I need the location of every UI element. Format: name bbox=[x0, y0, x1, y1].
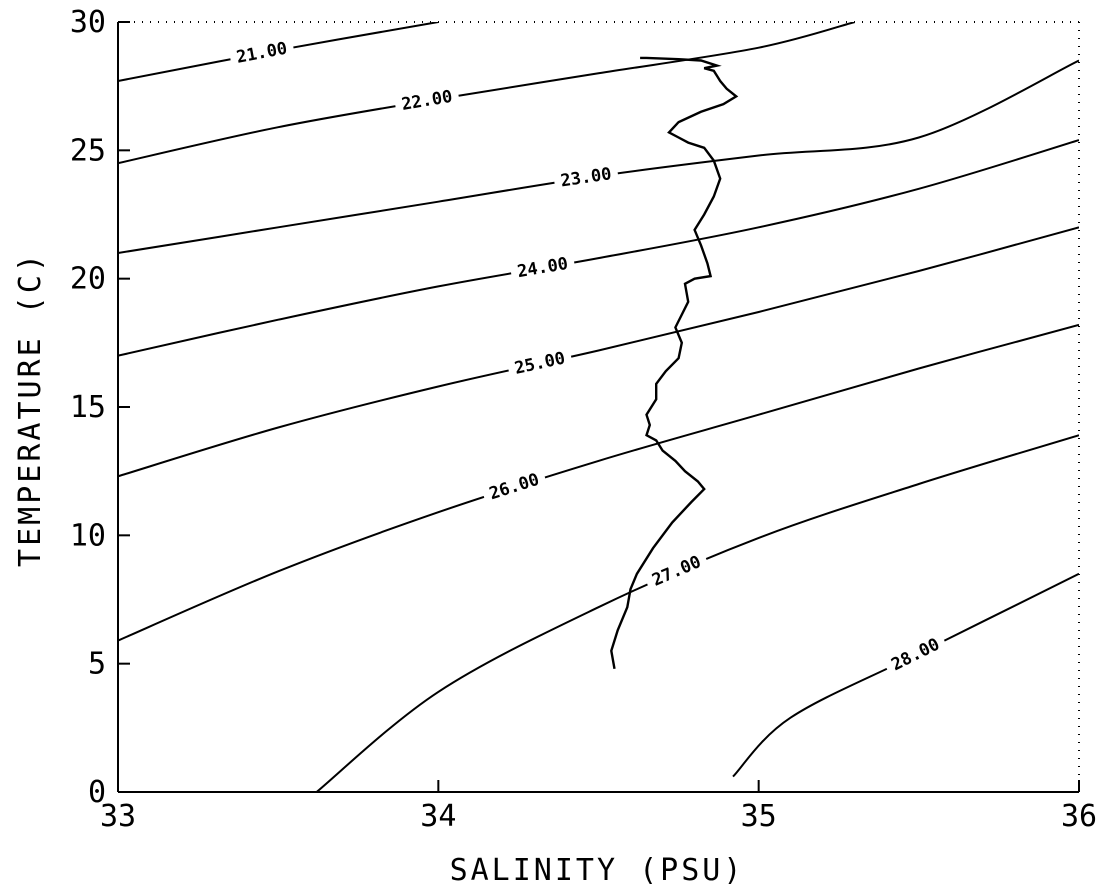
isopycnal-label-24-00: 24.00 bbox=[516, 254, 570, 282]
x-tick-label-33: 33 bbox=[100, 799, 136, 834]
isopycnal-label-bg-26-00 bbox=[480, 465, 548, 507]
isopycnal-label-23-00: 23.00 bbox=[559, 164, 613, 191]
isopycnal-label-28-00: 28.00 bbox=[888, 635, 943, 676]
ticks: 33 34 35 36 0 5 10 15 20 25 30 bbox=[70, 5, 1097, 834]
x-tick-label-36: 36 bbox=[1061, 799, 1097, 834]
isopycnal-label-bg-25-00 bbox=[506, 345, 574, 381]
isopycnal-label-bg-28-00 bbox=[881, 629, 949, 679]
y-tick-label-20: 20 bbox=[70, 262, 106, 297]
isopycnal-label-21-00: 21.00 bbox=[235, 39, 289, 68]
y-tick-label-10: 10 bbox=[70, 518, 106, 553]
isopycnal-label-25-00: 25.00 bbox=[513, 348, 567, 379]
ts-profile bbox=[610, 56, 739, 670]
ts-profile-line-0 bbox=[610, 56, 739, 670]
x-tick-label-35: 35 bbox=[741, 799, 777, 834]
isopycnal-label-bg-23-00 bbox=[552, 161, 620, 193]
isopycnal-label-bg-22-00 bbox=[393, 83, 461, 117]
isopycnal-24-00 bbox=[118, 139, 1079, 357]
y-tick-label-5: 5 bbox=[88, 647, 106, 682]
isopycnal-27-00 bbox=[315, 434, 1079, 792]
isopycnal-label-27-00: 27.00 bbox=[649, 552, 704, 591]
isopycnal-label-22-00: 22.00 bbox=[400, 87, 454, 115]
isopycnal-26-00 bbox=[118, 323, 1079, 642]
isopycnal-label-bg-24-00 bbox=[509, 250, 576, 284]
y-tick-label-0: 0 bbox=[88, 775, 106, 810]
y-tick-label-30: 30 bbox=[70, 5, 106, 40]
isopycnal-22-00 bbox=[118, 22, 856, 165]
isopycnal-label-bg-21-00 bbox=[228, 35, 296, 69]
y-tick-label-25: 25 bbox=[70, 133, 106, 168]
y-tick-label-15: 15 bbox=[70, 390, 106, 425]
y-axis-label: TEMPERATURE (C) bbox=[13, 251, 48, 567]
isopycnal-28-00 bbox=[732, 572, 1079, 778]
isopycnal-23-00 bbox=[118, 59, 1079, 254]
isopycnal-25-00 bbox=[118, 226, 1079, 478]
axes bbox=[117, 21, 1080, 793]
x-tick-label-34: 34 bbox=[420, 799, 456, 834]
isopycnal-label-bg-27-00 bbox=[642, 547, 711, 594]
x-axis-label: SALINITY (PSU) bbox=[450, 853, 745, 888]
